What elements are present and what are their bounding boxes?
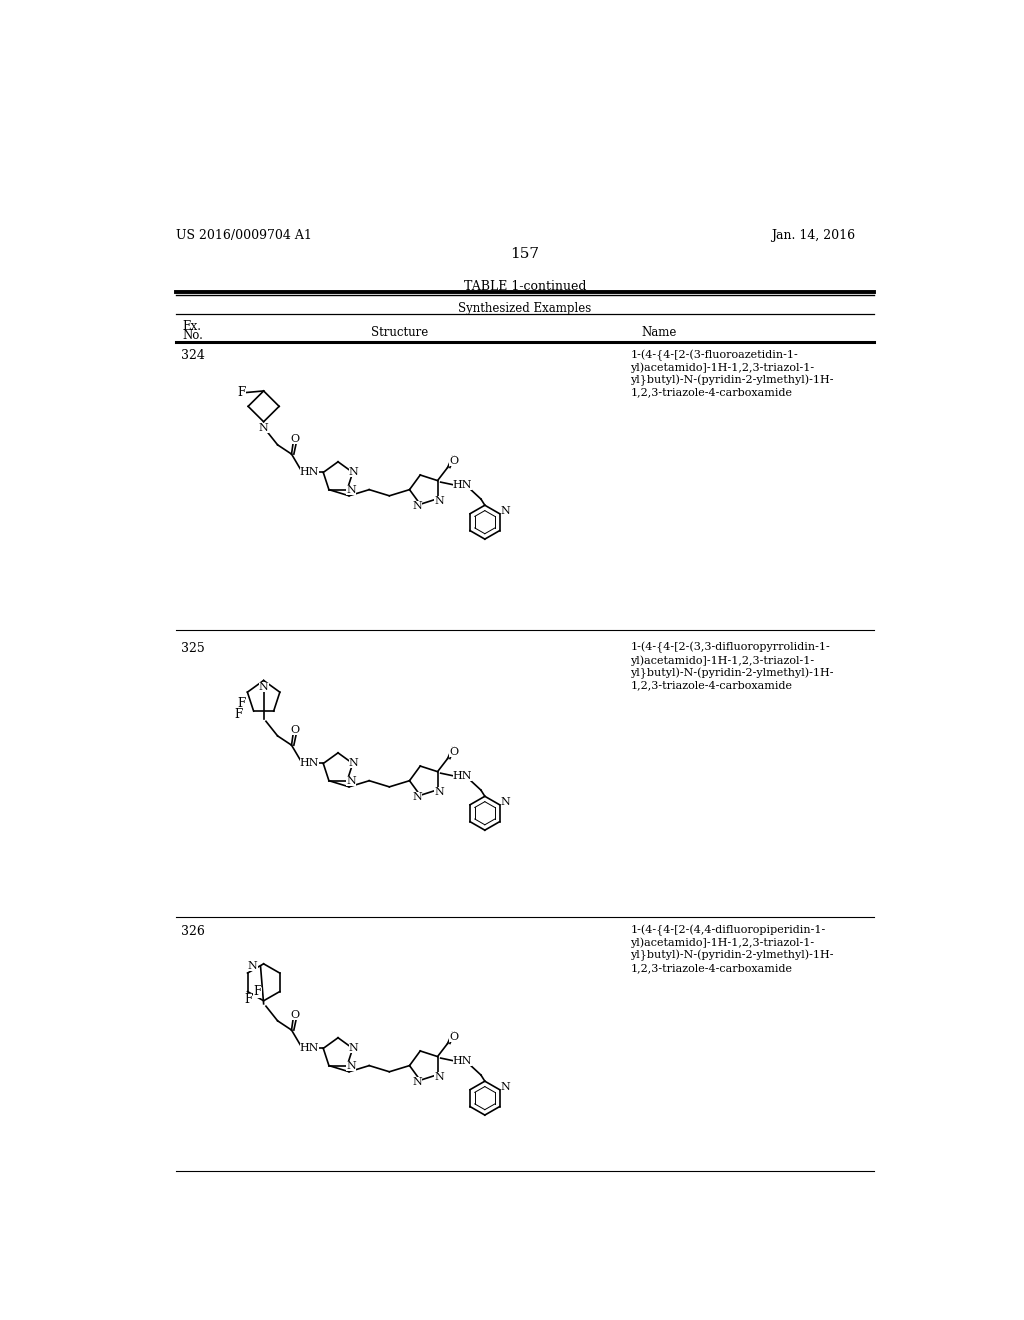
Text: Synthesized Examples: Synthesized Examples [458,302,592,314]
Text: N: N [413,500,422,511]
Text: HN: HN [300,467,319,478]
Text: HN: HN [453,771,472,781]
Text: F: F [244,993,252,1006]
Text: No.: No. [182,330,203,342]
Text: N: N [434,1072,444,1082]
Text: O: O [450,747,459,758]
Text: N: N [348,758,358,768]
Text: F: F [238,697,246,710]
Text: 1-(4-{4-[2-(4,4-difluoropiperidin-1-
yl)acetamido]-1H-1,2,3-triazol-1-
yl}butyl): 1-(4-{4-[2-(4,4-difluoropiperidin-1- yl)… [630,924,834,973]
Text: N: N [434,787,444,797]
Text: N: N [346,486,356,495]
Text: 1-(4-{4-[2-(3-fluoroazetidin-1-
yl)acetamido]-1H-1,2,3-triazol-1-
yl}butyl)-N-(p: 1-(4-{4-[2-(3-fluoroazetidin-1- yl)aceta… [630,350,834,397]
Text: HN: HN [300,759,319,768]
Text: N: N [259,681,268,692]
Text: 157: 157 [510,247,540,261]
Text: N: N [346,776,356,787]
Text: N: N [348,1043,358,1052]
Text: N: N [434,496,444,506]
Text: N: N [413,1077,422,1086]
Text: N: N [346,1061,356,1072]
Text: US 2016/0009704 A1: US 2016/0009704 A1 [176,230,312,243]
Text: TABLE 1-continued: TABLE 1-continued [464,280,586,293]
Text: 326: 326 [180,924,205,937]
Text: Name: Name [641,326,677,339]
Text: HN: HN [453,480,472,490]
Text: 324: 324 [180,350,205,363]
Text: N: N [413,792,422,801]
Text: O: O [450,1032,459,1043]
Text: Ex.: Ex. [182,321,202,333]
Text: F: F [233,708,243,721]
Text: O: O [290,434,299,444]
Text: Jan. 14, 2016: Jan. 14, 2016 [771,230,855,243]
Text: 325: 325 [180,642,205,655]
Text: HN: HN [300,1043,319,1053]
Text: N: N [259,422,268,433]
Text: N: N [248,961,258,972]
Text: O: O [290,725,299,735]
Text: Structure: Structure [371,326,428,339]
Text: HN: HN [453,1056,472,1067]
Text: F: F [253,985,261,998]
Text: O: O [450,457,459,466]
Text: F: F [238,385,246,399]
Text: N: N [348,467,358,477]
Text: N: N [501,1081,511,1092]
Text: 1-(4-{4-[2-(3,3-difluoropyrrolidin-1-
yl)acetamido]-1H-1,2,3-triazol-1-
yl}butyl: 1-(4-{4-[2-(3,3-difluoropyrrolidin-1- yl… [630,642,834,690]
Text: O: O [290,1010,299,1019]
Text: N: N [501,506,511,516]
Text: N: N [501,797,511,807]
